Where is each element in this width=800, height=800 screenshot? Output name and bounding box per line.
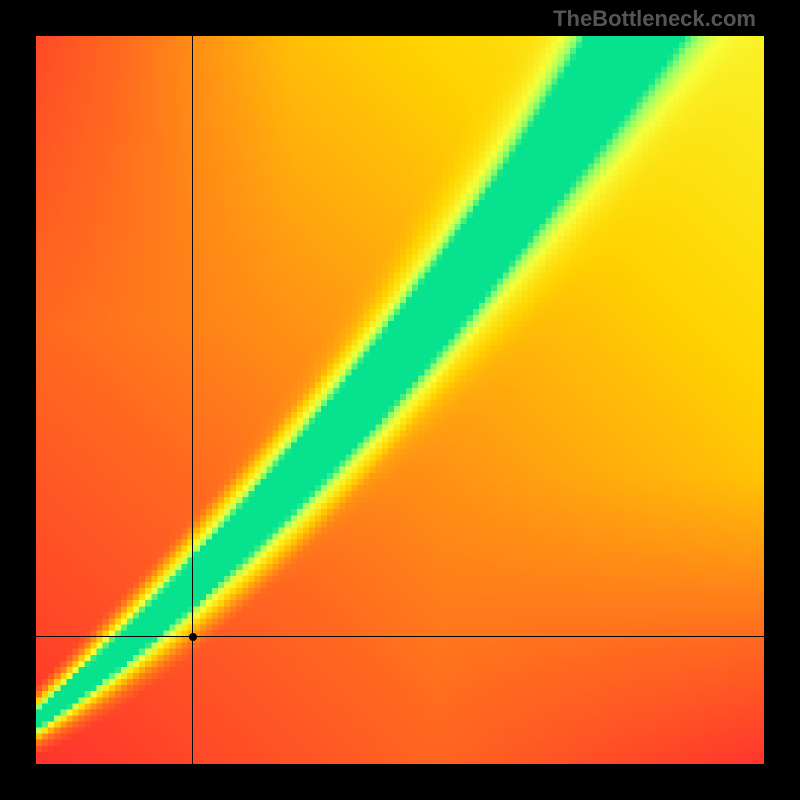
crosshair-marker	[189, 633, 197, 641]
heatmap-canvas	[36, 36, 764, 764]
crosshair-vertical	[192, 36, 193, 764]
crosshair-horizontal	[36, 636, 764, 637]
chart-frame: TheBottleneck.com	[0, 0, 800, 800]
watermark-text: TheBottleneck.com	[553, 6, 756, 32]
